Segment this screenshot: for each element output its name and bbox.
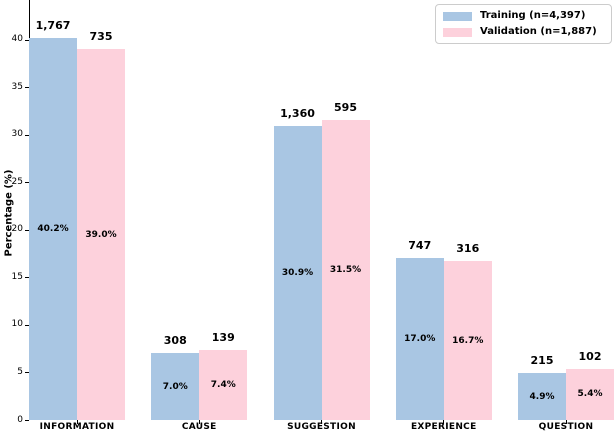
y-tick-label: 5 (17, 366, 23, 377)
bar-percent-label: 17.0% (404, 334, 436, 345)
y-tick-label: 0 (17, 414, 23, 425)
bar-validation (566, 368, 614, 420)
bar-percent-label: 4.9% (529, 391, 555, 402)
y-tick-mark (25, 182, 29, 184)
x-tick-label: INFORMATION (39, 422, 115, 432)
x-tick-label: CAUSE (181, 422, 217, 432)
x-tick-mark (198, 420, 200, 424)
y-tick-mark (25, 277, 29, 279)
bar-percent-label: 7.4% (210, 379, 236, 390)
bar-validation (321, 120, 370, 420)
bar-count-label: 316 (456, 242, 480, 256)
x-tick-mark (76, 420, 78, 424)
bar-training (273, 126, 322, 420)
bar-count-label: 595 (334, 101, 357, 115)
x-tick-mark (565, 420, 567, 424)
y-tick-label: 10 (11, 319, 23, 330)
y-tick-mark (25, 39, 29, 41)
y-tick-label: 15 (11, 271, 23, 282)
bar-count-label: 735 (89, 30, 113, 44)
bar-training (518, 373, 566, 420)
y-tick-mark (25, 87, 29, 89)
bar-validation (199, 349, 248, 420)
legend-label-validation: Validation (n=1,887) (480, 26, 597, 37)
bar-validation (443, 261, 492, 420)
y-tick-mark (25, 420, 29, 421)
y-tick-label: 30 (11, 129, 23, 140)
bar-count-label: 308 (163, 334, 187, 348)
y-tick-label: 40 (11, 34, 23, 45)
legend-item-validation: Validation (n=1,887) (443, 26, 604, 38)
validation-color-swatch (443, 27, 472, 37)
bar-training (395, 258, 444, 420)
x-tick-label: EXPERIENCE (410, 422, 477, 432)
bar-count-label: 215 (530, 354, 554, 368)
bar-count-label: 1,360 (280, 107, 315, 121)
bar-percent-label: 31.5% (329, 265, 362, 276)
y-tick-label: 35 (11, 81, 23, 92)
bar-percent-label: 30.9% (281, 268, 314, 279)
bar-percent-label: 16.7% (452, 335, 484, 346)
bar-percent-label: 7.0% (162, 381, 188, 392)
y-tick-label: 25 (11, 176, 23, 187)
y-tick-mark (25, 229, 29, 231)
bar-percent-label: 40.2% (37, 223, 69, 234)
bar-training (29, 37, 77, 420)
bar-count-label: 747 (408, 239, 432, 253)
x-tick-label: QUESTION (538, 422, 594, 432)
bar-training (151, 353, 200, 420)
bar-count-label: 1,767 (35, 18, 71, 32)
x-tick-mark (443, 420, 445, 424)
bar-count-label: 139 (211, 330, 235, 344)
y-tick-mark (25, 134, 29, 136)
bar-percent-label: 39.0% (85, 229, 117, 240)
y-tick-label: 20 (11, 224, 23, 235)
bar-count-label: 102 (578, 349, 602, 363)
legend: Training (n=4,397) Validation (n=1,887) (435, 4, 612, 44)
legend-label-training: Training (n=4,397) (480, 10, 586, 21)
bar-percent-label: 5.4% (577, 389, 603, 400)
x-tick-mark (321, 420, 322, 424)
y-tick-mark (25, 324, 29, 326)
training-color-swatch (443, 11, 472, 21)
x-tick-label: SUGGESTION (287, 422, 356, 432)
y-tick-mark (25, 372, 29, 374)
bar-validation (77, 49, 125, 420)
legend-item-training: Training (n=4,397) (443, 10, 604, 22)
